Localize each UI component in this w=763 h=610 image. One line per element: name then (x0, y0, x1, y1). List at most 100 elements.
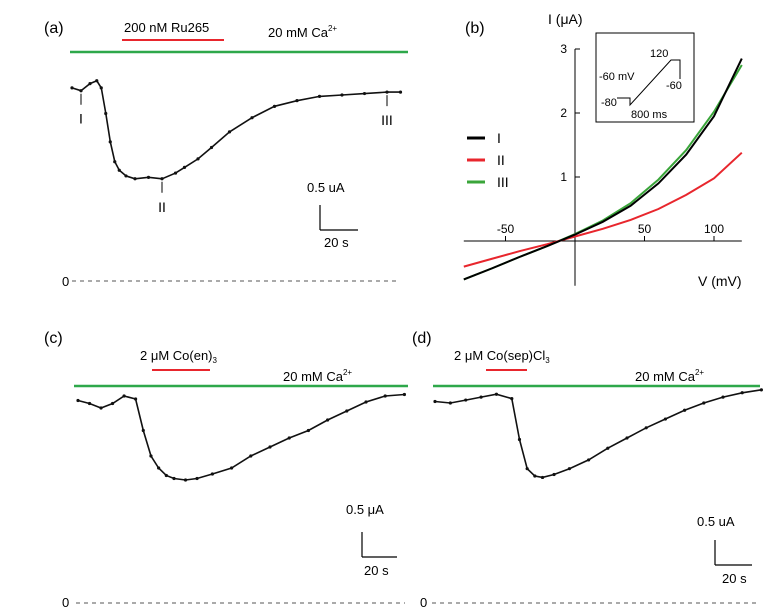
trace-point (110, 401, 115, 406)
trace-point (721, 395, 725, 399)
panel-c-tag: (c) (44, 330, 63, 347)
trace-point (448, 401, 452, 405)
trace-point (249, 454, 253, 458)
trace-point (525, 467, 529, 471)
trace-point (146, 175, 151, 179)
trace-point (517, 437, 522, 442)
trace-point (552, 472, 556, 477)
trace-point (364, 400, 368, 404)
co-sep-label: 2 μM Co(sep)Cl3 (454, 348, 550, 365)
trace-point (326, 418, 330, 422)
trace-point (540, 475, 545, 480)
trace-point (402, 392, 406, 397)
trace-point (306, 428, 310, 433)
trace-point (124, 174, 128, 178)
trace-point (317, 94, 322, 98)
inset-label-120: 120 (650, 48, 668, 60)
zero-label-c: 0 (62, 595, 69, 610)
trace-point (398, 90, 403, 94)
trace-point (141, 428, 145, 433)
panel-d-tag: (d) (412, 330, 432, 347)
trace-point (272, 104, 277, 108)
trace-point (164, 473, 168, 478)
trace-point (464, 398, 468, 402)
trace-point (587, 458, 591, 462)
trace-point (345, 409, 349, 413)
trace-point (759, 388, 763, 392)
trace-d-points (433, 388, 763, 480)
trace-point (533, 474, 537, 478)
trace-point (133, 177, 137, 181)
zero-label-d: 0 (420, 595, 427, 610)
panel-b-tag: (b) (465, 20, 485, 37)
iv-curve-I (463, 58, 743, 281)
inset-frame (595, 32, 695, 123)
trace-point (362, 91, 367, 96)
trace-point (157, 466, 161, 470)
trace-point (625, 436, 629, 440)
current-trace-c (77, 393, 405, 481)
trace-point (567, 467, 572, 471)
trace-point (210, 472, 214, 476)
trace-point (494, 392, 499, 396)
inset-label-holding: -60 mV (599, 71, 635, 83)
iv-y-tick-label: 2 (560, 106, 567, 120)
trace-point (117, 168, 121, 172)
trace-point (227, 130, 232, 134)
scale-current-label-a: 0.5 uA (307, 180, 345, 195)
trace-point (663, 417, 668, 421)
trace-a-points (70, 79, 403, 181)
trace-point (134, 397, 138, 401)
inset-label-duration: 800 ms (631, 109, 668, 121)
iv-y-axis-label: I (μA) (548, 11, 583, 27)
trace-point (122, 394, 126, 398)
trace-point (172, 476, 176, 481)
zero-label-a: 0 (62, 274, 69, 289)
iv-x-tick-label: -50 (497, 222, 515, 236)
iv-axes: -50 50 100 1 2 3 (463, 42, 742, 286)
trace-point (173, 171, 178, 175)
calcium-label-c: 20 mM Ca2+ (283, 368, 352, 384)
scale-current-label-d: 0.5 uA (697, 514, 735, 529)
trace-point (385, 90, 389, 94)
trace-point (268, 445, 272, 449)
panel-c: (c) 2 μM Co(en)3 20 mM Ca2+ 0.5 μA 20 s … (44, 330, 408, 610)
trace-point (196, 157, 200, 161)
current-trace-d (434, 389, 762, 479)
trace-point (433, 399, 437, 404)
trace-point (479, 395, 483, 399)
iv-x-tick-label: 50 (638, 222, 652, 236)
trace-point (183, 478, 188, 482)
trace-point (95, 79, 99, 83)
trace-point (702, 401, 706, 405)
calcium-label: 20 mM Ca2+ (268, 24, 337, 40)
trace-point (287, 436, 291, 440)
sweep-marker-label: III (381, 112, 393, 128)
inset-ramp-protocol (617, 59, 681, 107)
trace-point (113, 160, 117, 164)
scale-time-label-c: 20 s (364, 563, 389, 578)
trace-point (250, 116, 254, 120)
trace-point (740, 391, 744, 395)
legend-label: I (497, 130, 501, 146)
legend-label: III (497, 174, 509, 190)
voltage-protocol-inset: 120 -60 mV -60 -80 800 ms (595, 32, 695, 123)
trace-point (295, 99, 299, 103)
trace-point (510, 397, 514, 401)
trace-point (87, 401, 92, 406)
iv-x-tick-label: 100 (704, 222, 724, 236)
trace-point (606, 446, 610, 450)
current-trace-a (71, 79, 401, 180)
trace-point (79, 89, 83, 93)
trace-c-points (76, 392, 406, 482)
trace-point (644, 426, 648, 430)
trace-point (683, 408, 687, 412)
iv-y-tick-label: 1 (560, 170, 567, 184)
iv-x-axis-label: V (mV) (698, 273, 742, 289)
trace-point (70, 86, 74, 90)
trace-point (99, 86, 103, 90)
